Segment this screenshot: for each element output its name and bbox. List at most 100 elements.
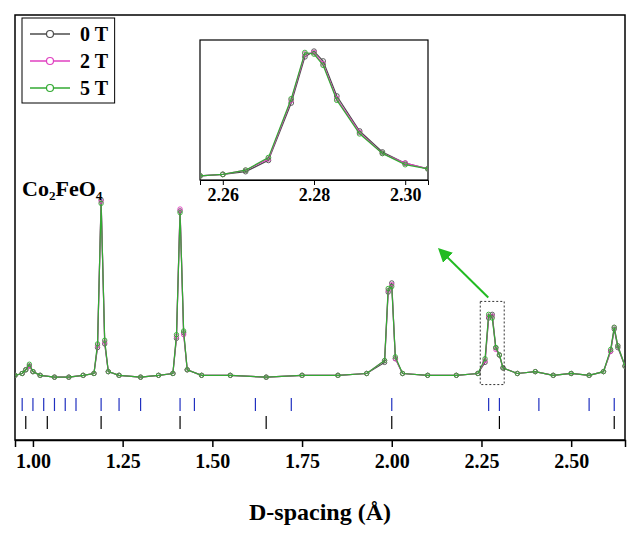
series-marker <box>476 371 480 375</box>
series-marker <box>67 375 71 379</box>
inset-marker <box>200 173 202 178</box>
bragg-tick <box>255 398 256 411</box>
bragg-tick <box>179 416 180 429</box>
zoom-arrow <box>440 250 488 297</box>
compound-label: Co₂FeO₄ <box>22 176 103 201</box>
chart: 1.00 1.25 1.50 1.75 2.00 2.25 2.50 D-spacing (Å… <box>0 0 636 543</box>
x-tick-mark <box>33 440 35 447</box>
inset-tick: 2.26 <box>208 180 240 205</box>
inset-marker <box>243 168 248 173</box>
legend-label: 2 T <box>80 50 109 72</box>
series-marker <box>425 373 429 377</box>
x-tick: 2.00 <box>375 440 410 472</box>
series-marker <box>171 371 175 375</box>
x-tick-label: 1.75 <box>285 450 320 472</box>
legend-marker <box>47 58 54 65</box>
legend-marker <box>47 85 54 92</box>
bragg-tick <box>22 398 23 411</box>
series-marker <box>199 373 203 377</box>
series-marker <box>497 353 501 357</box>
series-marker <box>24 368 28 372</box>
series-line <box>15 200 625 377</box>
series-marker <box>178 211 182 215</box>
inset-marker <box>289 96 294 101</box>
plot-marks <box>15 198 625 429</box>
inset-tick-label: 2.28 <box>299 185 331 205</box>
bragg-tick <box>118 398 119 411</box>
series-marker <box>390 284 394 288</box>
x-axis-title: D-spacing (Å) <box>249 499 391 525</box>
bragg-tick <box>140 398 141 411</box>
series-line <box>15 202 625 378</box>
legend: 0 T 2 T 5 T <box>22 18 115 103</box>
inset-frame <box>200 40 428 180</box>
bragg-tick <box>589 398 590 411</box>
x-tick-mark <box>571 440 573 447</box>
x-tick: 1.50 <box>195 440 230 472</box>
inset-tick: 2.28 <box>299 180 331 205</box>
series-marker <box>92 371 96 375</box>
bragg-tick <box>266 416 267 429</box>
series-marker <box>551 373 555 377</box>
bragg-tick <box>179 398 180 411</box>
plot-frame <box>15 15 625 440</box>
x-tick: 1.00 <box>16 440 51 472</box>
series-marker <box>99 201 103 205</box>
bragg-tick <box>538 398 539 411</box>
x-tick: 2.25 <box>464 440 499 472</box>
x-tick-mark <box>392 440 394 447</box>
x-tick-mark <box>212 440 214 447</box>
series-marker <box>156 373 160 377</box>
bragg-tick <box>47 416 48 429</box>
bragg-tick <box>54 398 55 411</box>
series-marker <box>185 368 189 372</box>
x-tick: 2.50 <box>554 440 589 472</box>
series-marker <box>364 371 368 375</box>
inset-marker <box>220 172 225 177</box>
inset-marker <box>380 151 385 156</box>
legend-marker <box>47 31 54 38</box>
series-line <box>15 203 625 377</box>
x-tick: 1.25 <box>106 440 141 472</box>
series-marker <box>616 344 620 348</box>
series-marker <box>612 325 616 329</box>
inset-x-axis: 2.262.282.30 <box>201 180 429 205</box>
bragg-tick <box>499 416 500 429</box>
x-tick-mark <box>122 440 124 447</box>
inset-marker <box>334 98 339 103</box>
series-marker <box>117 373 121 377</box>
series-marker <box>174 332 178 336</box>
inset-marker <box>403 162 408 167</box>
series-marker <box>601 369 605 373</box>
legend-label: 0 T <box>80 23 109 45</box>
series-marker <box>587 373 591 377</box>
series-marker <box>336 373 340 377</box>
inset-marker <box>266 155 271 160</box>
series-marker <box>454 373 458 377</box>
inset-tick-label: 2.26 <box>208 185 240 205</box>
series-marker <box>264 375 268 379</box>
series-marker <box>382 358 386 362</box>
legend-label: 5 T <box>80 77 109 99</box>
bragg-tick <box>391 416 392 429</box>
series-marker <box>400 371 404 375</box>
series-marker <box>483 356 487 360</box>
series-marker <box>228 373 232 377</box>
inset-line <box>200 53 428 176</box>
series-marker <box>31 369 35 373</box>
series-marker <box>20 371 24 375</box>
inset-line <box>200 51 428 176</box>
x-tick: 1.75 <box>285 440 320 472</box>
bragg-tick <box>488 398 489 411</box>
series-marker <box>494 345 498 349</box>
bragg-tick <box>32 398 33 411</box>
series-marker <box>515 371 519 375</box>
bragg-tick <box>291 398 292 411</box>
bragg-tick <box>101 416 102 429</box>
x-tick-label: 1.50 <box>195 450 230 472</box>
series-marker <box>138 375 142 379</box>
inset-marker <box>302 50 307 55</box>
bragg-tick <box>614 398 615 411</box>
legend-box <box>22 18 115 103</box>
bragg-tick <box>75 398 76 411</box>
